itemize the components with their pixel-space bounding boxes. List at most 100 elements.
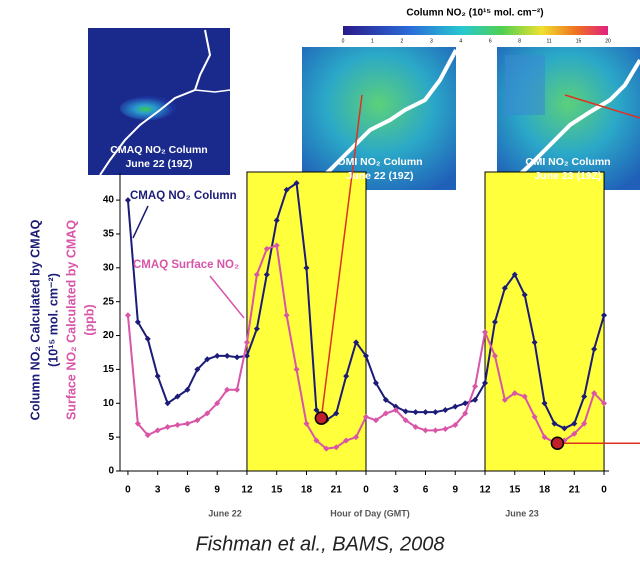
data-point xyxy=(174,421,181,428)
data-point xyxy=(412,423,419,430)
inset-caption: June 23 (19Z) xyxy=(534,170,601,182)
inset-caption: CMAQ NO₂ Column xyxy=(110,144,207,156)
data-point xyxy=(531,339,538,346)
data-point xyxy=(521,291,528,298)
data-point xyxy=(194,366,201,373)
data-point xyxy=(362,352,369,359)
data-point xyxy=(313,407,320,414)
highlight-span xyxy=(484,171,605,472)
y-axis-title: Column NO₂ Calculated by CMAQ xyxy=(28,219,42,420)
circled-point xyxy=(314,411,329,425)
data-point xyxy=(224,352,231,359)
x-tick-label: 21 xyxy=(331,485,343,496)
legend-label: CMAQ NO₂ Column xyxy=(130,190,237,202)
data-point xyxy=(561,425,568,432)
data-point xyxy=(164,400,171,407)
colorbar-tick-label: 20 xyxy=(605,38,611,44)
colorbar xyxy=(343,26,608,35)
data-point xyxy=(581,393,588,400)
data-point xyxy=(462,400,469,407)
data-point xyxy=(472,383,479,390)
data-point xyxy=(124,312,131,319)
caption: Fishman et al., BAMS, 2008 xyxy=(195,533,444,555)
data-point xyxy=(402,408,409,415)
data-point xyxy=(551,420,558,427)
data-point xyxy=(313,437,320,444)
data-point xyxy=(382,410,389,417)
data-point xyxy=(442,426,449,433)
data-point xyxy=(293,180,300,187)
data-point xyxy=(144,432,151,439)
y-tick-label: 25 xyxy=(103,296,115,307)
inset-caption: June 22 (19Z) xyxy=(346,170,413,182)
data-point xyxy=(353,339,360,346)
data-point xyxy=(253,325,260,332)
data-point xyxy=(501,285,508,292)
data-point xyxy=(422,409,429,416)
colorbar-tick-label: 11 xyxy=(547,38,552,44)
colorbar-tick-label: 0 xyxy=(342,38,345,44)
x-tick-label: 9 xyxy=(214,485,220,496)
y-tick-label: 35 xyxy=(103,229,115,240)
data-point xyxy=(442,407,449,414)
x-tick-label: 15 xyxy=(271,485,283,496)
x-tick-label: 21 xyxy=(569,485,581,496)
data-point xyxy=(214,352,221,359)
x-tick-label: 0 xyxy=(125,485,131,496)
inset-map xyxy=(88,28,231,176)
inset-caption: OMI NO₂ Column xyxy=(337,156,422,168)
colorbar-tick-label: 1 xyxy=(371,38,374,44)
x-tick-label: 0 xyxy=(363,485,369,496)
data-point xyxy=(541,434,548,441)
x-axis-label: Hour of Day (GMT) xyxy=(330,508,410,518)
data-point xyxy=(263,271,270,278)
colorbar-tick-label: 4 xyxy=(459,38,462,44)
data-point xyxy=(531,413,538,420)
data-point xyxy=(501,396,508,403)
circled-point xyxy=(550,436,565,450)
data-point xyxy=(343,437,350,444)
data-point xyxy=(243,339,250,346)
connector xyxy=(564,94,640,119)
arrow xyxy=(209,275,245,319)
x-tick-label: 12 xyxy=(479,485,491,496)
data-point xyxy=(253,271,260,278)
data-point xyxy=(343,373,350,380)
data-point xyxy=(491,352,498,359)
y-tick-label: 15 xyxy=(103,364,115,375)
data-point xyxy=(372,417,379,424)
x-tick-label: 3 xyxy=(155,485,161,496)
colorbar-tick-label: 2 xyxy=(400,38,403,44)
x-tick-label: 3 xyxy=(393,485,399,496)
inset-map xyxy=(302,47,458,190)
data-point xyxy=(224,386,231,393)
data-point xyxy=(273,242,280,249)
data-point xyxy=(462,410,469,417)
data-point xyxy=(422,427,429,434)
data-point xyxy=(412,409,419,416)
y-axis-title: (10¹⁵ mol. cm⁻²) xyxy=(46,273,60,367)
data-point xyxy=(591,390,598,397)
y-axis-title: Surface NO₂ Calculated by CMAQ xyxy=(64,220,78,420)
data-point xyxy=(482,379,489,386)
arrow xyxy=(132,205,149,239)
y-tick-label: 5 xyxy=(108,432,114,443)
inset-caption: OMI NO₂ Column xyxy=(525,156,610,168)
y-tick-label: 30 xyxy=(103,262,115,273)
data-point xyxy=(472,396,479,403)
data-point xyxy=(402,417,409,424)
data-point xyxy=(511,271,518,278)
data-point xyxy=(184,420,191,427)
data-point xyxy=(541,400,548,407)
colorbar-tick-label: 15 xyxy=(576,38,582,44)
colorbar-tick-label: 8 xyxy=(518,38,521,44)
data-point xyxy=(154,427,161,434)
data-point xyxy=(452,403,459,410)
y-tick-label: 10 xyxy=(103,398,115,409)
data-point xyxy=(601,312,608,319)
data-point xyxy=(392,407,399,414)
data-point xyxy=(392,403,399,410)
data-point xyxy=(204,410,211,417)
data-point xyxy=(164,423,171,430)
